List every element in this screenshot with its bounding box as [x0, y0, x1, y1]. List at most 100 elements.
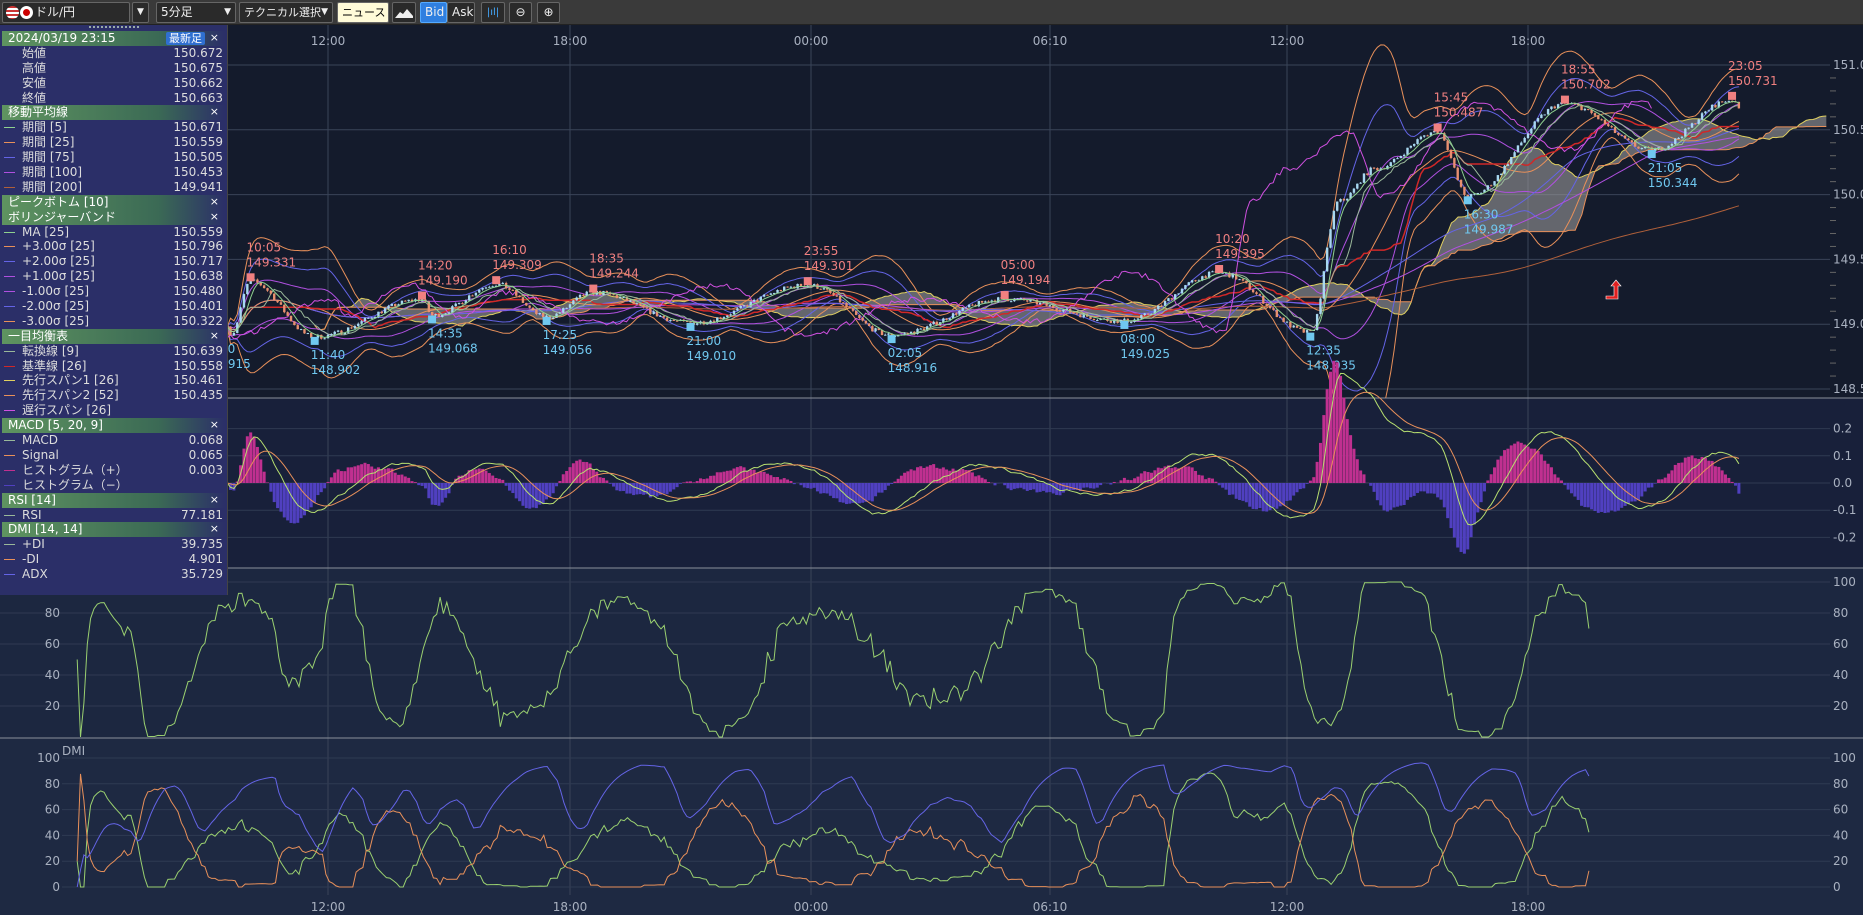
candle-body: [1258, 294, 1262, 296]
legend-section-header[interactable]: MACD [5, 20, 9] ×: [2, 418, 225, 434]
candle-body: [1322, 271, 1326, 299]
latest-bar-button[interactable]: 最新足: [166, 32, 205, 45]
bid-button[interactable]: Bid: [420, 2, 447, 23]
pair-dropdown-button[interactable]: ▼: [132, 2, 149, 23]
candle-body: [501, 282, 504, 284]
macd-histogram-bar: [759, 472, 763, 483]
macd-histogram-bar: [665, 483, 669, 495]
legend-section-header[interactable]: 移動平均線 ×: [2, 105, 225, 121]
macd-histogram-bar: [1697, 458, 1701, 483]
candle-body: [316, 334, 320, 338]
legend-section-header[interactable]: RSI [14] ×: [2, 492, 225, 508]
macd-histogram-bar: [306, 483, 310, 510]
candle-body: [838, 295, 842, 303]
drag-handle[interactable]: [88, 26, 139, 31]
macd-histogram-bar: [792, 483, 796, 485]
candle-body: [541, 313, 545, 318]
news-button[interactable]: ニュース: [337, 2, 389, 23]
macd-histogram-bar: [828, 483, 832, 496]
dmi-tick-label: 100: [1833, 751, 1856, 765]
rsi-tick-label: 80: [1833, 606, 1848, 620]
candle-body: [303, 329, 306, 334]
time-axis-label: 12:00: [311, 34, 346, 48]
candle-body: [1238, 279, 1241, 281]
macd-histogram-bar: [242, 448, 246, 483]
macd-histogram-bar: [961, 468, 965, 483]
currency-pair-label: ドル/円: [35, 5, 76, 19]
candle-body: [538, 313, 541, 315]
bottom-marker: [686, 322, 695, 331]
close-icon[interactable]: ×: [209, 31, 219, 44]
candle-body: [407, 299, 410, 302]
macd-histogram-bar: [1342, 397, 1346, 483]
candle-body: [1479, 192, 1483, 194]
macd-histogram-bar: [491, 475, 495, 483]
candle-body: [1503, 165, 1506, 174]
candle-body: [521, 297, 525, 303]
currency-pair-select[interactable]: ドル/円: [2, 2, 130, 23]
mountain-chart-icon[interactable]: [392, 2, 416, 23]
legend-section-header[interactable]: 一目均衡表 ×: [2, 328, 225, 344]
candle-body: [919, 328, 922, 330]
macd-histogram-bar: [575, 460, 579, 483]
close-icon[interactable]: ×: [209, 328, 219, 342]
dmi-panel-label: DMI: [62, 744, 85, 758]
zoom-in-icon[interactable]: ⊕: [537, 2, 560, 23]
candle-body: [1687, 127, 1690, 129]
macd-histogram-bar: [886, 483, 890, 486]
timeframe-select[interactable]: 5分足 ▼: [156, 2, 236, 23]
ask-button[interactable]: Ask: [447, 2, 475, 23]
macd-histogram-bar: [815, 483, 819, 492]
close-icon[interactable]: ×: [209, 418, 219, 432]
legend-date-header: 2024/03/19 23:15 最新足 ×: [2, 31, 225, 46]
macd-histogram-bar: [1633, 483, 1637, 502]
macd-histogram-bar: [353, 466, 357, 483]
macd-histogram-bar: [1720, 470, 1724, 483]
chart-style-icon[interactable]: |ıl|: [481, 2, 505, 23]
candle-body: [1556, 104, 1560, 109]
candle-body: [306, 333, 310, 335]
close-icon[interactable]: ×: [209, 194, 219, 208]
zoom-out-icon[interactable]: ⊖: [509, 2, 532, 23]
macd-histogram-bar: [1278, 483, 1282, 507]
indicator-value: 35.729: [181, 567, 223, 582]
close-icon[interactable]: ×: [209, 209, 219, 223]
legend-row: 先行スパン2 [52] 150.435: [0, 388, 227, 403]
legend-row: -1.00σ [25] 150.480: [0, 284, 227, 299]
indicator-value: 150.480: [173, 284, 223, 299]
macd-histogram-bar: [1693, 458, 1697, 483]
close-icon[interactable]: ×: [209, 492, 219, 506]
close-icon[interactable]: ×: [209, 105, 219, 119]
bottom-marker: [310, 336, 319, 345]
indicator-legend-panel[interactable]: 2024/03/19 23:15 最新足 × 始値 150.672 高値 150.675 安値…: [0, 25, 228, 595]
legend-section-header[interactable]: ピークボトム [10] ×: [2, 194, 225, 210]
macd-histogram-bar: [1051, 483, 1055, 494]
candle-body: [1140, 315, 1143, 319]
technical-select-button[interactable]: テクニカル選択 ▼: [239, 2, 333, 23]
macd-histogram-bar: [951, 468, 955, 483]
macd-histogram-bar: [1335, 362, 1339, 483]
macd-histogram-bar: [1503, 450, 1507, 483]
macd-histogram-bar: [1197, 474, 1201, 483]
indicator-value: 150.717: [173, 254, 223, 269]
indicator-label: RSI: [22, 507, 42, 522]
indicator-value: 150.559: [173, 135, 223, 150]
bottom-marker: [1120, 320, 1129, 329]
candle-body: [689, 321, 692, 323]
candle-body: [1459, 180, 1463, 187]
candle-body: [779, 289, 783, 292]
bollinger-band-line: [228, 44, 1739, 327]
rsi-tick-label: 60: [1833, 637, 1848, 651]
candle-body: [1006, 299, 1010, 302]
macd-histogram-bar: [1109, 483, 1113, 485]
macd-histogram-bar: [413, 482, 417, 483]
close-icon[interactable]: ×: [209, 522, 219, 536]
legend-section-header[interactable]: ボリンジャーバンド ×: [2, 209, 225, 225]
candle-body: [1627, 138, 1630, 141]
candle-body: [776, 289, 779, 293]
candle-body: [1045, 302, 1048, 306]
legend-section-header[interactable]: DMI [14, 14] ×: [2, 522, 225, 538]
macd-histogram-bar: [276, 483, 280, 509]
ohlc-label: 終値: [22, 90, 47, 105]
